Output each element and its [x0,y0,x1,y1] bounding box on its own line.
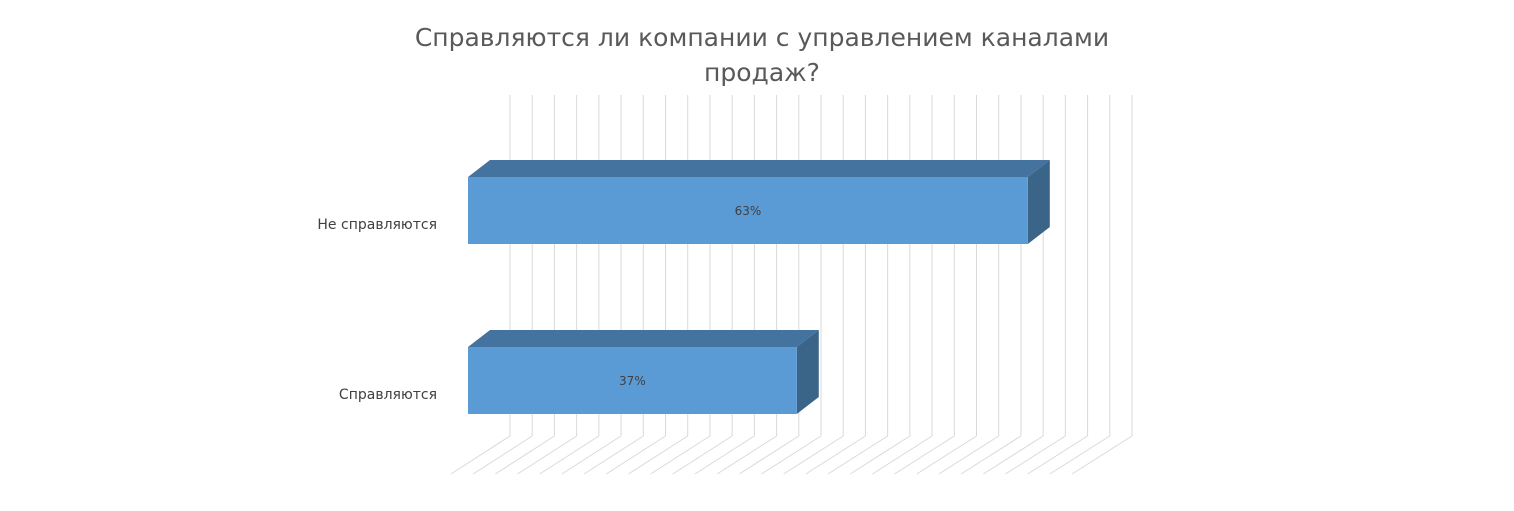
gridline-floor [1049,435,1111,475]
gridline-floor [628,435,688,475]
gridline-floor [739,435,800,475]
bar [468,160,1050,244]
bar-front-face [468,177,1028,244]
gridline-floor [849,435,911,475]
category-label: Справляются [339,387,437,403]
gridline-floor [960,435,1022,475]
gridline-floor [672,435,733,475]
gridline-floor [450,435,511,475]
bar-front-face [468,347,797,414]
data-label: 37% [619,374,646,388]
bars [468,160,1050,414]
bar [468,330,819,414]
bar-top-face [468,160,1050,177]
labels: 63% Не справляются 37% Справляются [317,204,761,403]
gridline-floor [605,435,666,475]
gridline-floor [916,435,977,475]
gridline-floor [938,435,999,475]
gridline-floor [539,435,600,475]
gridline-floor [694,435,755,475]
gridline-floor [983,435,1044,475]
gridline-floor [472,435,533,475]
gridline-floor [1005,435,1066,475]
gridline-floor [1027,435,1088,475]
bar-top-face [468,330,819,347]
gridline-floor [495,435,555,475]
data-label: 63% [735,204,762,218]
bar-side-face [1027,160,1050,244]
gridlines [450,95,1133,475]
gridline-floor [517,435,577,475]
gridline-floor [894,435,955,475]
gridline-floor [805,435,866,475]
bar-side-face [796,330,819,414]
gridline-floor [561,435,622,475]
gridline-floor [583,435,644,475]
gridline-floor [827,435,888,475]
category-label: Не справляются [317,217,437,233]
gridline-floor [872,435,933,475]
gridline-floor [716,435,777,475]
chart-title: Справляются ли компании с управлением ка… [414,23,1110,87]
gridline-floor [761,435,822,475]
gridline-floor [650,435,711,475]
gridline-floor [1071,435,1133,475]
gridline-floor [783,435,844,475]
